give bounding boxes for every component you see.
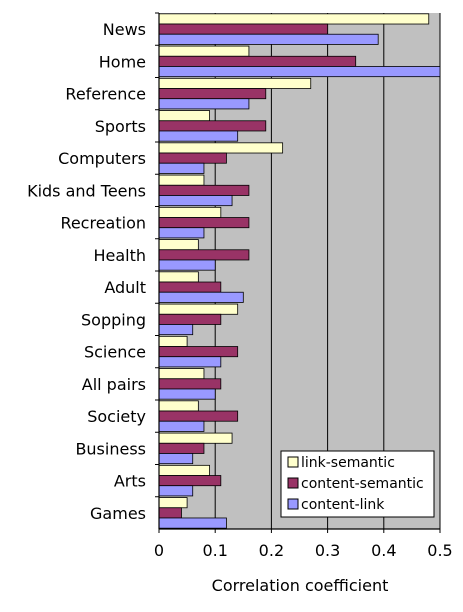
category-label: Science — [84, 343, 146, 362]
bar-content-link — [158, 420, 205, 432]
bar-content-link — [158, 517, 227, 529]
bar-content-link — [158, 453, 194, 465]
category-label: Computers — [58, 149, 146, 168]
bar-content-semantic — [158, 23, 329, 35]
x-tick-label: 0 — [154, 541, 164, 560]
bar-content-semantic — [158, 378, 222, 390]
bar-link-semantic — [158, 110, 210, 122]
bar-link-semantic — [158, 239, 199, 251]
bar-content-semantic — [158, 346, 239, 358]
bar-link-semantic — [158, 432, 233, 444]
bar-link-semantic — [158, 206, 222, 218]
bar-content-link — [158, 66, 441, 78]
legend-swatch — [287, 456, 299, 468]
x-tick-label: 0.4 — [371, 541, 396, 560]
bar-link-semantic — [158, 497, 188, 509]
bar-content-semantic — [158, 507, 182, 519]
bar-content-link — [158, 485, 194, 497]
bar-content-link — [158, 195, 233, 207]
bar-content-link — [158, 227, 205, 239]
bar-content-semantic — [158, 313, 222, 325]
category-labels: News Home Reference Sports Computers Kids and… — [27, 12, 159, 523]
category-label: Society — [87, 407, 146, 426]
bar-content-semantic — [158, 217, 250, 229]
x-tick-label: 0.3 — [315, 541, 340, 560]
category-label: Health — [93, 246, 146, 265]
bar-content-semantic — [158, 152, 227, 164]
bar-link-semantic — [158, 174, 205, 186]
legend-label: content-link — [301, 497, 385, 513]
bar-link-semantic — [158, 45, 250, 57]
category-label: Adult — [104, 278, 146, 297]
legend-label: link-semantic — [301, 455, 395, 471]
bar-link-semantic — [158, 335, 188, 347]
bar-content-semantic — [158, 249, 250, 261]
bars-group — [158, 13, 441, 529]
legend-box — [280, 450, 435, 518]
bar-content-link — [158, 291, 244, 303]
bar-link-semantic — [158, 400, 199, 412]
x-tick-labels: 0 0.1 0.2 0.3 0.4 0.5 — [154, 529, 453, 560]
bar-link-semantic — [158, 13, 430, 25]
x-axis-label: Correlation coefficient — [212, 576, 389, 595]
bar-content-semantic — [158, 410, 239, 422]
bar-content-link — [158, 356, 222, 368]
bar-link-semantic — [158, 142, 284, 154]
bar-link-semantic — [158, 368, 205, 380]
bar-content-semantic — [158, 55, 357, 67]
bar-content-semantic — [158, 88, 267, 100]
category-label: Reference — [65, 85, 146, 104]
category-label: Recreation — [60, 214, 146, 233]
legend-swatch — [287, 498, 299, 510]
x-tick-label: 0.5 — [427, 541, 452, 560]
bar-link-semantic — [158, 271, 199, 283]
category-label: Sopping — [81, 310, 146, 329]
bar-content-semantic — [158, 281, 222, 293]
bar-content-link — [158, 162, 205, 174]
legend: link-semantic content-semantic content-lin… — [280, 450, 435, 518]
bar-content-link — [158, 33, 379, 45]
bar-link-semantic — [158, 303, 239, 315]
category-label: Sports — [95, 117, 146, 136]
category-label: Arts — [114, 472, 146, 491]
category-label: Kids and Teens — [27, 181, 146, 200]
bar-content-link — [158, 130, 239, 142]
bar-content-link — [158, 324, 194, 336]
bar-content-semantic — [158, 475, 222, 487]
bar-link-semantic — [158, 464, 210, 476]
x-tick-label: 0.2 — [259, 541, 284, 560]
bar-link-semantic — [158, 77, 312, 89]
category-label: Business — [75, 439, 146, 458]
bar-content-link — [158, 98, 250, 110]
bar-content-semantic — [158, 120, 267, 132]
category-label: Games — [90, 504, 146, 523]
category-label: News — [103, 20, 146, 39]
bar-content-semantic — [158, 442, 205, 454]
legend-label: content-semantic — [301, 476, 424, 492]
bar-content-semantic — [158, 184, 250, 196]
category-label: Home — [99, 52, 146, 71]
x-tick-label: 0.1 — [202, 541, 227, 560]
bar-content-link — [158, 259, 216, 271]
legend-swatch — [287, 477, 299, 489]
bar-content-link — [158, 388, 216, 400]
category-label: All pairs — [82, 375, 146, 394]
